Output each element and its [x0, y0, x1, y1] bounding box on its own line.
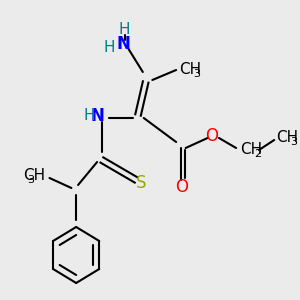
Text: S: S: [136, 174, 146, 192]
Text: 3: 3: [193, 69, 200, 79]
Text: H: H: [119, 22, 130, 38]
Text: 3: 3: [290, 137, 297, 147]
Text: CH: CH: [276, 130, 298, 146]
Text: CH: CH: [179, 62, 201, 77]
Text: H: H: [84, 109, 95, 124]
Text: N: N: [117, 35, 131, 53]
Text: O: O: [205, 127, 218, 145]
Text: 2: 2: [254, 149, 261, 159]
Text: CH: CH: [24, 169, 46, 184]
Text: O: O: [175, 178, 188, 196]
Text: N: N: [91, 107, 105, 125]
Text: CH: CH: [240, 142, 262, 158]
Text: 3: 3: [27, 175, 34, 185]
Text: H: H: [104, 40, 115, 56]
